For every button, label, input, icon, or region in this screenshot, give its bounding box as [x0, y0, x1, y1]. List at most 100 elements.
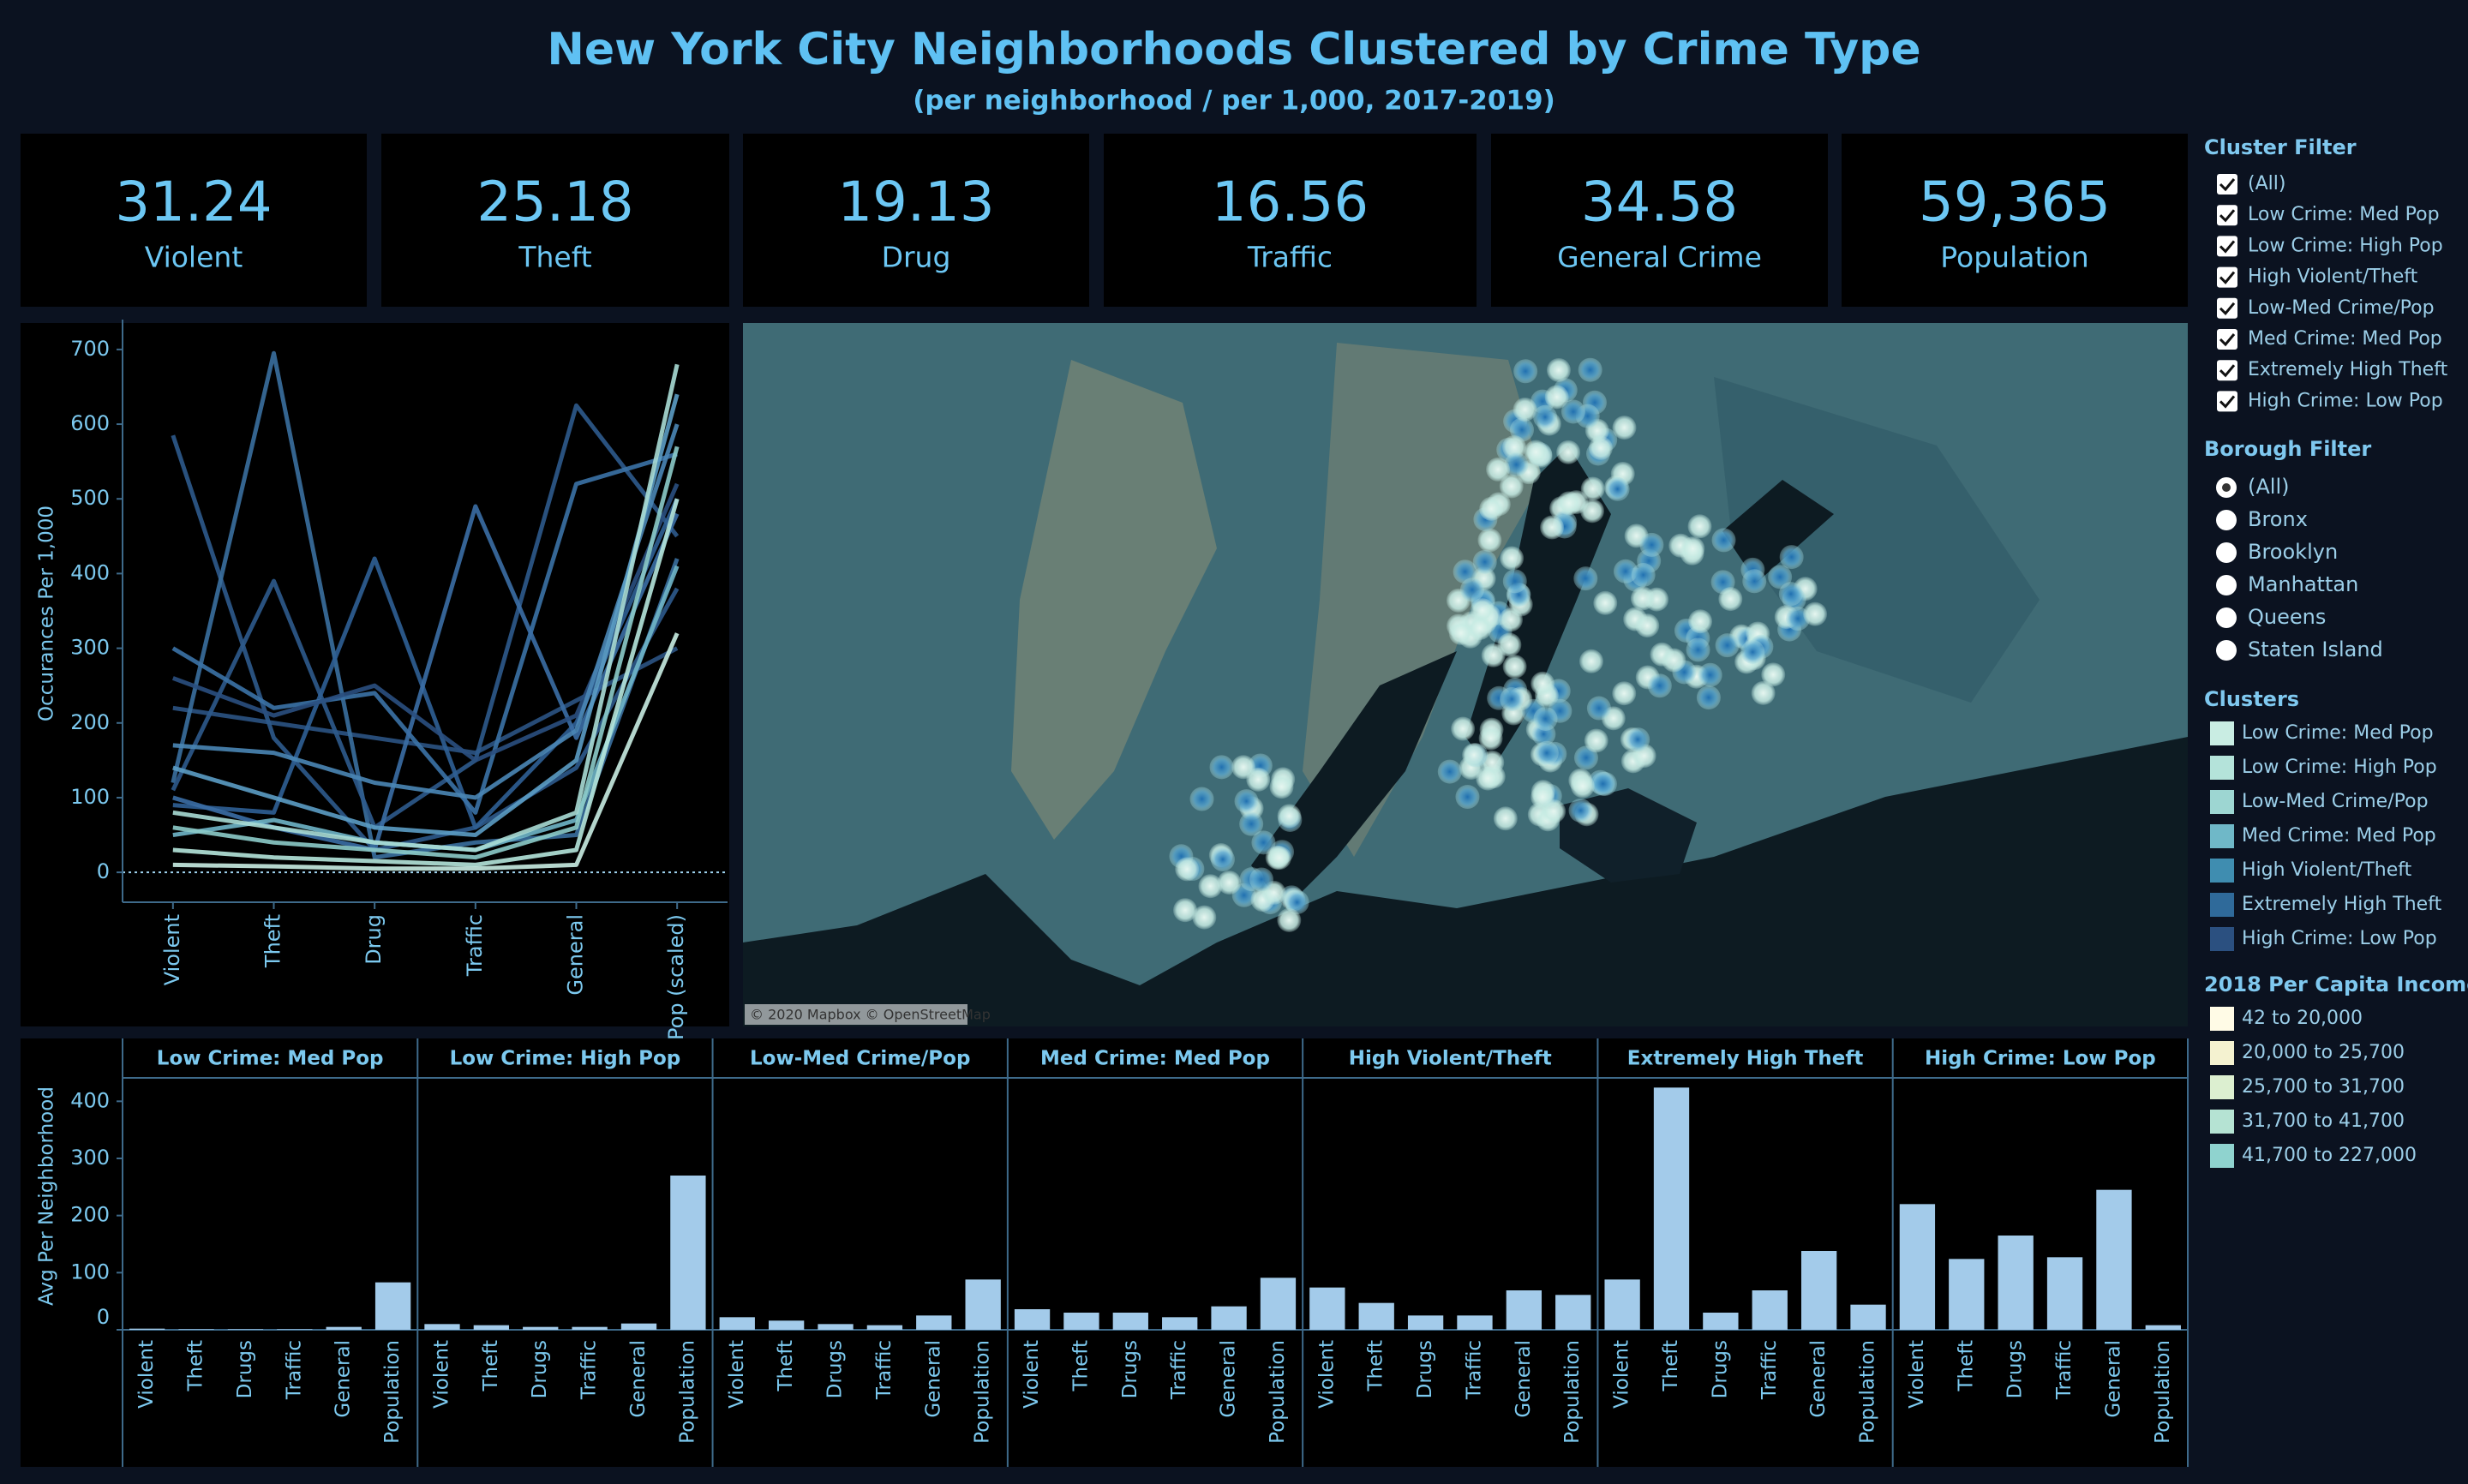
- checkbox-item[interactable]: Med Crime: Med Pop: [2217, 328, 2442, 350]
- x-tick-label: Theft: [1069, 1340, 1092, 1392]
- map-marker: [1533, 706, 1558, 731]
- map-marker: [1513, 397, 1537, 422]
- x-tick-label: Drug: [362, 914, 386, 965]
- x-tick-label: Traffic: [2053, 1340, 2076, 1400]
- bar: [1309, 1287, 1345, 1330]
- legend-label: Low-Med Crime/Pop: [2242, 791, 2429, 812]
- legend-label: 25,700 to 31,700: [2242, 1076, 2405, 1098]
- radio[interactable]: [2216, 510, 2237, 530]
- checkbox-item[interactable]: (All): [2217, 173, 2285, 194]
- map-marker: [1578, 357, 1602, 382]
- bar: [1063, 1313, 1099, 1330]
- y-tick-label: 0: [97, 859, 110, 883]
- map-marker: [1590, 771, 1615, 796]
- radio-item[interactable]: Brooklyn: [2216, 540, 2338, 564]
- subtitle: (per neighborhood / per 1,000, 2017-2019…: [913, 86, 1555, 117]
- checkbox-item[interactable]: High Crime: Low Pop: [2217, 390, 2443, 412]
- panel-title: Low Crime: Med Pop: [157, 1048, 384, 1070]
- radio[interactable]: [2216, 575, 2237, 595]
- kpi-card: 34.58 General Crime: [1491, 134, 1828, 307]
- radio-label: (All): [2248, 475, 2289, 499]
- checkbox-item[interactable]: Extremely High Theft: [2217, 359, 2448, 381]
- checkbox[interactable]: [2217, 391, 2237, 412]
- checkbox-item[interactable]: Low Crime: High Pop: [2217, 235, 2443, 257]
- map-marker: [1662, 648, 1686, 673]
- map-marker: [1277, 907, 1302, 932]
- map-marker: [1249, 867, 1274, 892]
- x-tick-label: Drugs: [234, 1340, 256, 1398]
- x-tick-label: Violent: [1315, 1340, 1338, 1409]
- kpi-label: Drug: [882, 241, 951, 274]
- checkbox[interactable]: [2217, 266, 2237, 288]
- legend-label: Extremely High Theft: [2242, 894, 2442, 915]
- checkbox-item[interactable]: High Violent/Theft: [2217, 266, 2418, 288]
- checkbox[interactable]: [2217, 297, 2237, 319]
- map-marker: [1570, 774, 1595, 799]
- map-marker: [1455, 785, 1480, 810]
- map-marker: [1718, 587, 1743, 612]
- radio-item[interactable]: Staten Island: [2216, 637, 2383, 661]
- legend-label: Low Crime: High Pop: [2242, 757, 2437, 778]
- map[interactable]: © 2020 Mapbox © OpenStreetMap: [743, 323, 2188, 1026]
- radio-item[interactable]: Queens: [2216, 605, 2326, 629]
- map-marker: [1500, 687, 1525, 712]
- x-tick-label: Traffic: [873, 1340, 896, 1400]
- legend-swatch: [2210, 1075, 2234, 1099]
- checkbox[interactable]: [2217, 174, 2237, 194]
- map-marker: [1688, 609, 1713, 634]
- checkbox[interactable]: [2217, 329, 2237, 350]
- kpi-value: 19.13: [837, 171, 994, 235]
- checkbox[interactable]: [2217, 205, 2237, 226]
- bar: [670, 1176, 706, 1330]
- checkbox-item[interactable]: Low Crime: Med Pop: [2217, 204, 2440, 226]
- checkbox[interactable]: [2217, 236, 2237, 257]
- checkbox[interactable]: [2217, 360, 2237, 381]
- map-marker: [1612, 681, 1637, 706]
- map-marker: [1742, 569, 1767, 594]
- series-line: [172, 498, 680, 867]
- y-tick-label: 400: [70, 560, 110, 584]
- map-markers: [1169, 357, 1828, 932]
- bar: [178, 1329, 214, 1330]
- radio-item[interactable]: (All): [2216, 475, 2289, 499]
- x-tick-label: Theft: [1955, 1340, 1977, 1392]
- bar: [1014, 1309, 1051, 1330]
- radio[interactable]: [2216, 607, 2237, 628]
- map-marker: [1476, 766, 1501, 791]
- legend-swatch: [2210, 790, 2234, 814]
- panel-title: High Crime: Low Pop: [1925, 1048, 2156, 1070]
- x-tick-label: Violent: [1906, 1340, 1928, 1409]
- legend-label: 31,700 to 41,700: [2242, 1110, 2405, 1132]
- kpi-label: Violent: [145, 241, 243, 274]
- bar: [1604, 1279, 1640, 1330]
- map-marker: [1192, 905, 1217, 930]
- bar: [227, 1329, 264, 1330]
- radio-item[interactable]: Bronx: [2216, 507, 2308, 531]
- x-tick-label: Traffic: [578, 1340, 601, 1400]
- kpi-box: [1491, 134, 1828, 307]
- kpi-card: 16.56 Traffic: [1104, 134, 1477, 307]
- x-tick-label: Violent: [135, 1340, 158, 1409]
- series-line: [171, 403, 680, 830]
- bar: [719, 1317, 755, 1330]
- y-tick-label: 500: [70, 486, 110, 510]
- x-tick-label: Population: [676, 1340, 698, 1444]
- map-marker: [1711, 528, 1736, 553]
- radio[interactable]: [2216, 542, 2237, 563]
- bar: [1211, 1306, 1247, 1330]
- checkbox-item[interactable]: Low-Med Crime/Pop: [2217, 297, 2435, 319]
- checkbox-label: (All): [2248, 173, 2285, 194]
- map-marker: [1493, 806, 1518, 831]
- kpi-label: Traffic: [1247, 241, 1333, 274]
- map-marker: [1513, 359, 1538, 384]
- radio-item[interactable]: Manhattan: [2216, 572, 2358, 596]
- bar: [473, 1325, 510, 1330]
- map-marker: [1740, 639, 1765, 664]
- bar: [965, 1279, 1001, 1330]
- series-line: [172, 632, 680, 871]
- map-marker: [1544, 385, 1569, 410]
- bar: [1703, 1313, 1739, 1330]
- radio[interactable]: [2216, 640, 2237, 661]
